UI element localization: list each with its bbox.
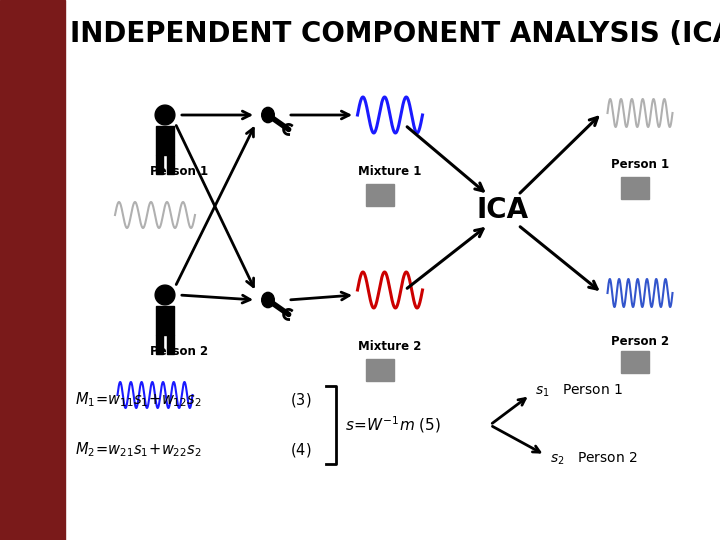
Text: Person 2: Person 2 xyxy=(611,335,669,348)
Bar xyxy=(166,334,174,354)
Ellipse shape xyxy=(261,107,274,123)
Text: $s\!=\!W^{-1}m\ (5)$: $s\!=\!W^{-1}m\ (5)$ xyxy=(345,415,441,435)
Text: $M_2\!=\!w_{21}s_1\!+\!w_{22}s_2$: $M_2\!=\!w_{21}s_1\!+\!w_{22}s_2$ xyxy=(75,441,202,460)
Text: Mixture 2: Mixture 2 xyxy=(359,340,422,353)
Bar xyxy=(156,154,163,174)
Bar xyxy=(366,359,394,381)
Text: $M_1\!=\!w_{11}s_1\!+\!w_{12}s_2$: $M_1\!=\!w_{11}s_1\!+\!w_{12}s_2$ xyxy=(75,390,202,409)
Bar xyxy=(621,351,649,373)
Text: $(3)$: $(3)$ xyxy=(290,391,312,409)
Text: $s_2$   Person 2: $s_2$ Person 2 xyxy=(550,451,638,467)
Bar xyxy=(166,154,174,174)
Text: Mixture 1: Mixture 1 xyxy=(359,165,422,178)
Text: Person 1: Person 1 xyxy=(150,165,208,178)
Bar xyxy=(366,184,394,206)
Circle shape xyxy=(155,285,175,305)
Bar xyxy=(621,177,649,199)
Circle shape xyxy=(155,105,175,125)
Text: $s_1$   Person 1: $s_1$ Person 1 xyxy=(535,383,624,399)
Ellipse shape xyxy=(261,292,274,308)
Text: Person 2: Person 2 xyxy=(150,345,208,358)
Text: INDEPENDENT COMPONENT ANALYSIS (ICA): INDEPENDENT COMPONENT ANALYSIS (ICA) xyxy=(70,20,720,48)
Text: $(4)$: $(4)$ xyxy=(290,441,312,459)
Text: Person 1: Person 1 xyxy=(611,158,669,171)
Bar xyxy=(156,334,163,354)
Bar xyxy=(0,0,65,540)
Bar xyxy=(156,126,174,154)
Bar xyxy=(156,306,174,334)
Text: ICA: ICA xyxy=(477,196,529,224)
